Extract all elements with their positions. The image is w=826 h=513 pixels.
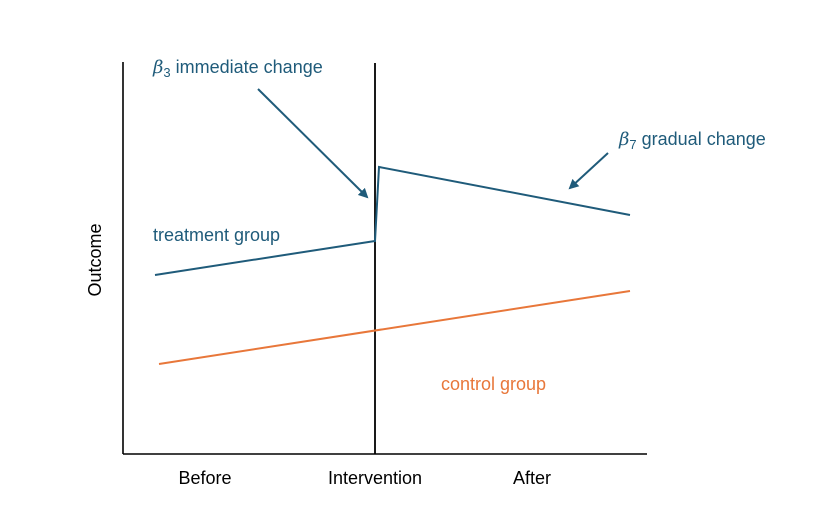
control-group-line [158,290,631,365]
x-label-after: After [513,468,551,488]
x-label-before: Before [178,468,231,488]
immediate-change-annotation: β3 immediate change [152,57,323,80]
beta-subscript: 3 [163,65,170,80]
x-label-intervention: Intervention [328,468,422,488]
immediate-change-arrow [257,88,369,199]
gradual-change-arrow [568,152,609,190]
immediate-change-text: immediate change [171,57,323,77]
control-group-label: control group [441,374,546,394]
y-axis-label: Outcome [85,223,105,296]
gradual-change-text: gradual change [637,129,766,149]
beta-symbol: β [152,57,163,78]
treatment-group-label: treatment group [153,225,280,245]
beta-symbol: β [618,129,629,150]
treatment-group-line [154,165,631,276]
beta-subscript: 7 [629,137,636,152]
gradual-change-annotation: β7 gradual change [618,129,766,152]
